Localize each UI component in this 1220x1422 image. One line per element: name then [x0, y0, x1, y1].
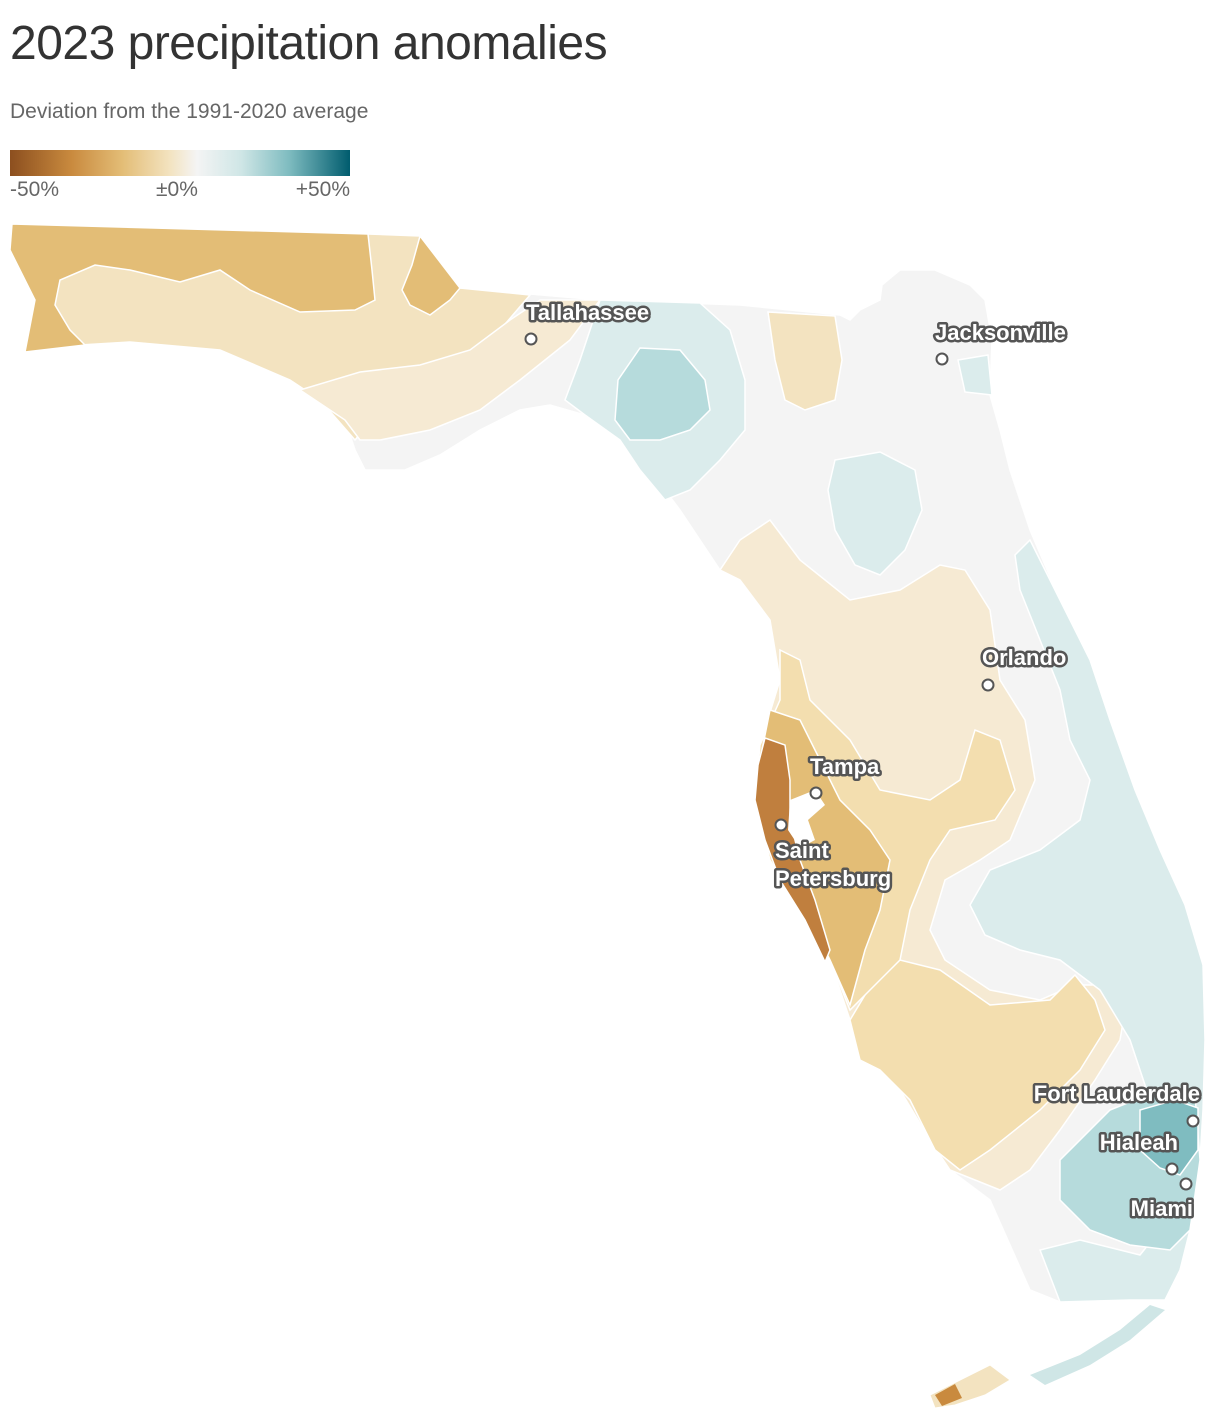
- city-tallahassee: Tallahassee: [524, 298, 652, 346]
- zone-panhandle-fringe: [298, 299, 602, 441]
- city-label-tallahassee: Tallahassee: [526, 300, 649, 325]
- city-label-miami: Miami: [1131, 1196, 1193, 1221]
- city-tampa: Tampa: [808, 752, 883, 800]
- keys-dry-spot: [935, 1384, 962, 1406]
- zone-southwest-dry: [849, 959, 1106, 1171]
- zone-fortlauderdale-wettest: [1139, 1099, 1199, 1176]
- city-label-line: Miami: [1131, 1196, 1193, 1221]
- tampa-bay-water: [788, 790, 825, 848]
- legend-max-label: +50%: [295, 178, 350, 201]
- city-fort-lauderdale: Fort Lauderdale: [1031, 1079, 1203, 1128]
- city-label-line: Jacksonville: [935, 320, 1066, 345]
- city-label-line: Tallahassee: [526, 300, 649, 325]
- city-label-tampa: Tampa: [810, 754, 880, 779]
- city-label-line: Saint: [775, 838, 829, 863]
- city-dot-orlando: [981, 678, 995, 692]
- city-dot-hialeah: [1165, 1162, 1179, 1176]
- city-label-line: Hialeah: [1100, 1130, 1178, 1155]
- zone-pinellas-very-dry: [754, 737, 831, 964]
- city-label-line: Orlando: [982, 645, 1066, 670]
- city-label-fort-lauderdale: Fort Lauderdale: [1034, 1081, 1200, 1106]
- city-miami: Miami: [1128, 1177, 1196, 1224]
- city-label-jacksonville: Jacksonville: [935, 320, 1066, 345]
- city-dot-tallahassee: [524, 332, 538, 346]
- legend-color-ramp: [10, 150, 350, 176]
- city-label-line: Petersburg: [775, 866, 891, 891]
- city-dot-tampa: [809, 786, 823, 800]
- zone-central-wet: [827, 451, 923, 576]
- city-orlando: Orlando: [980, 643, 1069, 692]
- city-dot-miami: [1179, 1177, 1193, 1191]
- city-dot-jacksonville: [935, 352, 949, 366]
- map-subtitle: Deviation from the 1991-2020 average: [10, 100, 369, 123]
- color-legend: -50% ±0% +50%: [10, 150, 350, 206]
- city-label-hialeah: Hialeah: [1100, 1130, 1178, 1155]
- city-jacksonville: Jacksonville: [933, 318, 1068, 366]
- legend-mid-label: ±0%: [156, 178, 198, 201]
- city-dot-saint-petersburg: [774, 818, 788, 832]
- keys-east: [1030, 1305, 1165, 1385]
- city-hialeah: Hialeah: [1097, 1128, 1181, 1176]
- city-label-saint-petersburg: Saint Petersburg: [775, 838, 891, 891]
- zone-panhandle-dry-west: [9, 223, 376, 353]
- zone-jacksonville-wet: [957, 354, 993, 396]
- city-label-orlando: Orlando: [982, 645, 1066, 670]
- city-dot-fort-lauderdale: [1186, 1114, 1200, 1128]
- zone-northcentral-dry: [767, 311, 843, 411]
- city-markers: Tallahassee Jacksonville Orlando Tampa Saint…: [524, 298, 1203, 1224]
- zone-panhandle-dry-east: [401, 234, 461, 316]
- map-title: 2023 precipitation anomalies: [10, 17, 608, 70]
- city-saint-petersburg: Saint Petersburg: [773, 818, 894, 894]
- legend-min-label: -50%: [10, 178, 60, 201]
- zone-bigbend-wetter: [614, 347, 711, 441]
- city-label-line: Tampa: [810, 754, 880, 779]
- city-label-line: Fort Lauderdale: [1034, 1081, 1200, 1106]
